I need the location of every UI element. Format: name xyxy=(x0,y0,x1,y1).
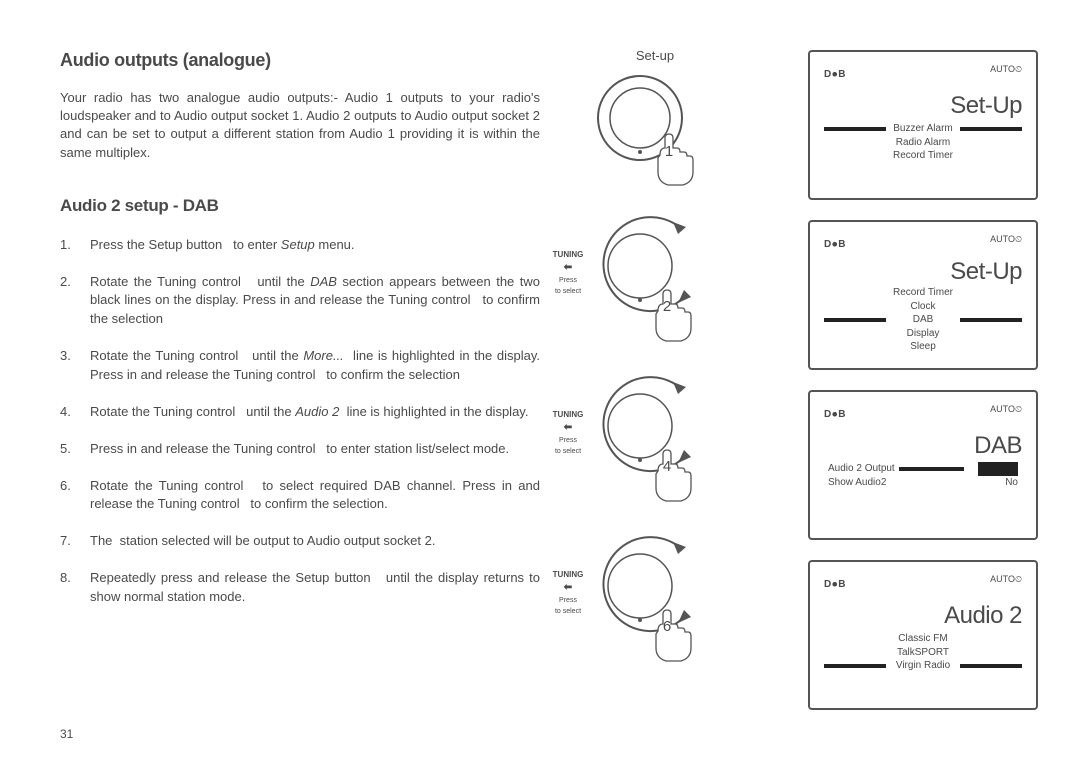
press-arrow-icon: ⬅ xyxy=(548,261,588,274)
heading-audio-outputs: Audio outputs (analogue) xyxy=(60,50,540,71)
dial-setup: Set-up 1 xyxy=(570,50,740,180)
dial-tuning-2: TUNING ⬅ Press to select 2 xyxy=(570,208,740,353)
dial-side-label: TUNING ⬅ Press to select xyxy=(548,570,588,616)
text-column: Audio outputs (analogue) Your radio has … xyxy=(60,50,540,625)
press-text: Press xyxy=(559,597,577,604)
menu-item: Radio Alarm xyxy=(824,136,1022,150)
toselect-text: to select xyxy=(555,288,581,295)
page-number: 31 xyxy=(60,727,73,741)
steps-list: 1.Press the Setup button to enter Setup … xyxy=(60,236,540,607)
menu-item-selected: Audio 2 Output ... xyxy=(824,462,1022,476)
dial-step-number: 2 xyxy=(656,298,678,320)
menu-item: Record Timer xyxy=(824,286,1022,300)
step-4: 4.Rotate the Tuning control until the Au… xyxy=(60,403,540,422)
display-title: Audio 2 xyxy=(824,602,1022,630)
dials-column: Set-up 1 TUNING ⬅ Press to select 2 xyxy=(570,50,740,688)
display-title: DAB xyxy=(824,432,1022,460)
dial-side-label: TUNING ⬅ Press to select xyxy=(548,410,588,456)
dial-step-number: 4 xyxy=(656,458,678,480)
dab-logo-icon: D⦁B xyxy=(824,409,846,420)
dial-tuning-6: TUNING ⬅ Press to select 6 xyxy=(570,528,740,673)
menu-item: TalkSPORT xyxy=(824,646,1022,660)
auto-clock-icon: AUTO⏲ xyxy=(990,64,1022,75)
step-6: 6.Rotate the Tuning control to select re… xyxy=(60,477,540,515)
menu-item: Show Audio2 No xyxy=(824,476,1022,490)
tuning-text: TUNING xyxy=(553,570,584,579)
heading-audio2-setup: Audio 2 setup - DAB xyxy=(60,196,540,216)
display-dab: D⦁B AUTO⏲ DAB Audio 2 Output ... Show Au… xyxy=(808,390,1038,540)
dial-step-number: 6 xyxy=(656,618,678,640)
menu-item: Display xyxy=(824,327,1022,341)
step-8: 8.Repeatedly press and release the Setup… xyxy=(60,569,540,607)
press-arrow-icon: ⬅ xyxy=(548,581,588,594)
ellipsis-icon: ... xyxy=(978,462,1018,476)
auto-clock-icon: AUTO⏲ xyxy=(990,574,1022,585)
menu-item-selected: Buzzer Alarm xyxy=(824,122,1022,136)
step-7: 7.The station selected will be output to… xyxy=(60,532,540,551)
step-5: 5.Press in and release the Tuning contro… xyxy=(60,440,540,459)
menu-item-selected: Virgin Radio xyxy=(824,659,1022,673)
dial-step-number: 1 xyxy=(658,143,680,165)
step-2: 2.Rotate the Tuning control until the DA… xyxy=(60,273,540,330)
menu-item: Record Timer xyxy=(824,149,1022,163)
display-title: Set-Up xyxy=(824,92,1022,120)
menu-item-selected: DAB xyxy=(824,313,1022,327)
dial-side-label: TUNING ⬅ Press to select xyxy=(548,250,588,296)
dab-logo-icon: D⦁B xyxy=(824,579,846,590)
menu-item: Classic FM xyxy=(824,632,1022,646)
dial-tuning-4: TUNING ⬅ Press to select 4 xyxy=(570,368,740,513)
menu-item: Clock xyxy=(824,300,1022,314)
tuning-text: TUNING xyxy=(553,250,584,259)
toselect-text: to select xyxy=(555,608,581,615)
press-arrow-icon: ⬅ xyxy=(548,421,588,434)
press-text: Press xyxy=(559,277,577,284)
display-setup-2: D⦁B AUTO⏲ Set-Up Record Timer Clock DAB … xyxy=(808,220,1038,370)
dab-logo-icon: D⦁B xyxy=(824,69,846,80)
step-1: 1.Press the Setup button to enter Setup … xyxy=(60,236,540,255)
auto-clock-icon: AUTO⏲ xyxy=(990,234,1022,245)
menu-item: Sleep xyxy=(824,340,1022,354)
toselect-text: to select xyxy=(555,448,581,455)
press-text: Press xyxy=(559,437,577,444)
displays-column: D⦁B AUTO⏲ Set-Up Buzzer Alarm Radio Alar… xyxy=(808,50,1038,730)
tuning-text: TUNING xyxy=(553,410,584,419)
auto-clock-icon: AUTO⏲ xyxy=(990,404,1022,415)
display-audio2: D⦁B AUTO⏲ Audio 2 Classic FM TalkSPORT V… xyxy=(808,560,1038,710)
step-3: 3.Rotate the Tuning control until the Mo… xyxy=(60,347,540,385)
dial-setup-label: Set-up xyxy=(636,48,674,63)
dab-logo-icon: D⦁B xyxy=(824,239,846,250)
intro-paragraph: Your radio has two analogue audio output… xyxy=(60,89,540,162)
display-title: Set-Up xyxy=(824,258,1022,286)
display-setup-1: D⦁B AUTO⏲ Set-Up Buzzer Alarm Radio Alar… xyxy=(808,50,1038,200)
